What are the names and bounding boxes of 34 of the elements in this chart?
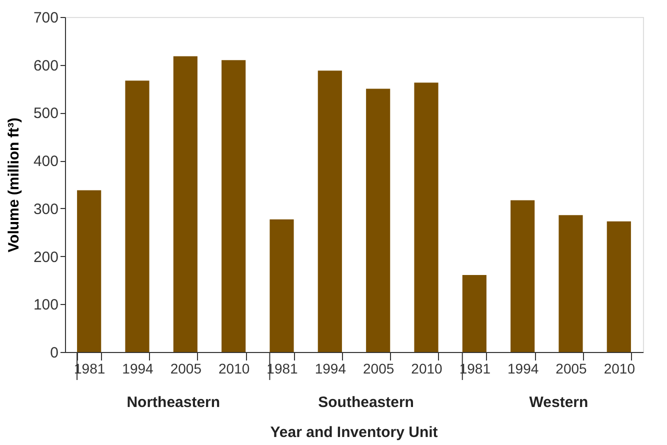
x-tick-label: 2005 bbox=[556, 360, 588, 376]
bar bbox=[366, 88, 390, 352]
x-tick-label: 2005 bbox=[170, 360, 202, 376]
bar bbox=[558, 215, 583, 352]
x-tick-label: 2010 bbox=[218, 360, 250, 376]
y-tick-label: 500 bbox=[33, 105, 58, 122]
bar bbox=[462, 274, 486, 352]
x-tick-label: 1994 bbox=[314, 360, 346, 376]
bar bbox=[510, 200, 535, 352]
text: Southeastern bbox=[318, 394, 414, 411]
x-tick-label: 1994 bbox=[508, 360, 539, 376]
x-tick-label: 2010 bbox=[604, 360, 636, 376]
bar bbox=[222, 60, 246, 352]
x-axis-title: Year and Inventory Unit bbox=[270, 424, 438, 441]
y-tick-label: 600 bbox=[33, 57, 58, 74]
x-tick-label: 2010 bbox=[411, 360, 443, 376]
y-tick-label: 0 bbox=[50, 344, 58, 362]
text: Western bbox=[529, 394, 588, 411]
bar bbox=[77, 190, 102, 352]
bar bbox=[318, 70, 342, 352]
y-tick-label: 200 bbox=[33, 248, 58, 266]
y-tick-label: 100 bbox=[33, 296, 58, 314]
bar bbox=[125, 80, 150, 352]
text: Northeastern bbox=[126, 394, 220, 411]
bar bbox=[173, 56, 198, 352]
y-tick-label: 400 bbox=[33, 153, 58, 170]
bar bbox=[414, 82, 438, 352]
y-tick-label: 300 bbox=[33, 200, 58, 218]
bar bbox=[270, 219, 294, 352]
y-tick-label: 700 bbox=[33, 10, 58, 26]
x-tick-label: 2005 bbox=[363, 360, 394, 376]
bar bbox=[606, 221, 631, 352]
y-axis-title: Volume (million ft³) bbox=[5, 118, 22, 252]
x-tick-label: 1994 bbox=[122, 360, 154, 376]
